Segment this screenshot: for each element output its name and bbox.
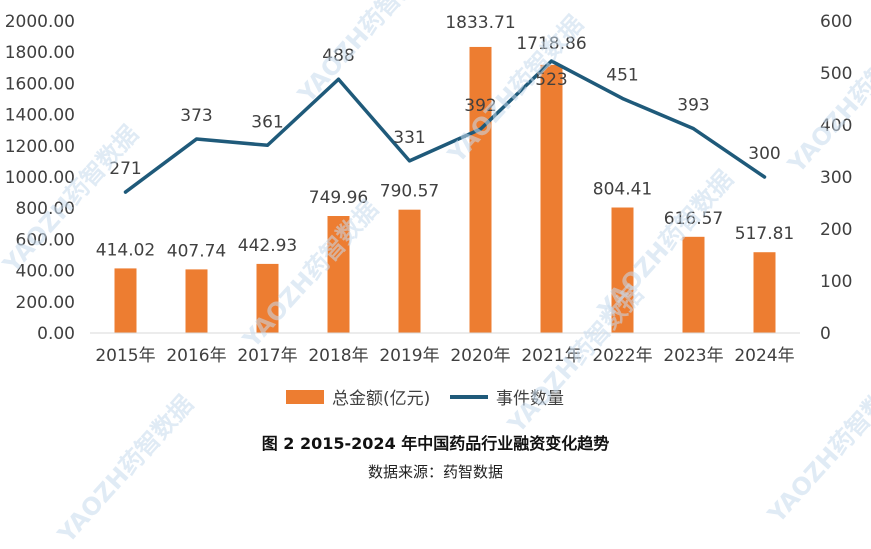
bar-data-label: 442.93 xyxy=(238,236,297,256)
left-y-tick-label: 2000.00 xyxy=(5,12,75,32)
line-point xyxy=(479,127,482,131)
x-tick-label: 2019年 xyxy=(379,346,439,366)
line-point xyxy=(337,77,340,81)
x-tick-label: 2016年 xyxy=(166,346,226,366)
x-tick-label: 2018年 xyxy=(308,346,368,366)
left-y-tick-label: 400.00 xyxy=(16,262,75,282)
legend: 总金额(亿元) 事件数量 xyxy=(286,389,564,409)
right-y-tick-label: 300 xyxy=(820,168,852,188)
bar xyxy=(540,64,563,333)
bar xyxy=(256,263,279,333)
bar-data-label: 1833.71 xyxy=(445,13,515,33)
left-y-tick-label: 800.00 xyxy=(16,199,75,219)
data-source-note: 数据来源：药智数据 xyxy=(367,463,503,481)
left-y-tick-label: 0.00 xyxy=(37,324,75,344)
left-y-tick-label: 200.00 xyxy=(16,293,75,313)
bar-data-label: 407.74 xyxy=(167,241,226,261)
bar xyxy=(185,269,208,333)
left-y-tick-label: 1200.00 xyxy=(5,137,75,157)
combo-chart: 0.00 200.00 400.00 600.00 800.00 1000.00 1200.… xyxy=(5,12,853,409)
bar-data-label: 749.96 xyxy=(309,188,368,208)
bar xyxy=(398,209,421,333)
bar xyxy=(469,46,492,334)
line-point xyxy=(195,137,198,141)
line-point xyxy=(124,190,127,194)
bar-series xyxy=(114,46,776,334)
right-y-tick-label: 400 xyxy=(820,116,852,136)
line-data-label: 331 xyxy=(393,128,425,148)
bar xyxy=(611,207,634,333)
bar xyxy=(327,216,350,333)
right-y-tick-label: 200 xyxy=(820,220,852,240)
line-data-label: 393 xyxy=(677,96,709,116)
x-tick-label: 2024年 xyxy=(734,346,794,366)
right-y-tick-label: 600 xyxy=(820,12,852,32)
right-y-tick-label: 0 xyxy=(820,324,831,344)
line-data-label: 523 xyxy=(535,70,567,90)
right-y-axis: 0 100 200 300 400 500 600 xyxy=(820,12,852,344)
line-point xyxy=(692,127,695,131)
event-count-line xyxy=(123,59,767,194)
bar xyxy=(114,268,137,333)
left-y-tick-label: 1800.00 xyxy=(5,43,75,63)
left-y-tick-label: 1000.00 xyxy=(5,168,75,188)
bar-data-label: 804.41 xyxy=(593,180,652,200)
bar-data-labels: 414.02 407.74 442.93 749.96 790.57 1833.71171… xyxy=(96,13,794,261)
left-y-tick-label: 1600.00 xyxy=(5,74,75,94)
bar-data-label: 517.81 xyxy=(735,224,794,244)
left-y-axis: 0.00 200.00 400.00 600.00 800.00 1000.00 1200.… xyxy=(5,12,75,344)
line-data-label: 373 xyxy=(180,106,212,126)
bar-data-label: 1718.86 xyxy=(516,34,586,54)
line-point xyxy=(763,175,766,179)
x-tick-label: 2023年 xyxy=(663,346,723,366)
figure-caption: 图 2 2015-2024 年中国药品行业融资变化趋势 xyxy=(261,434,610,453)
line-data-labels: 271 373 361 488 331 392 523 451 393 300 xyxy=(109,46,780,179)
left-y-tick-label: 600.00 xyxy=(16,230,75,250)
bar-data-label: 414.02 xyxy=(96,240,155,260)
line-point xyxy=(266,143,269,147)
legend-bar-swatch xyxy=(286,390,324,404)
bar xyxy=(682,236,705,333)
right-y-tick-label: 500 xyxy=(820,64,852,84)
x-tick-label: 2022年 xyxy=(592,346,652,366)
line-data-label: 451 xyxy=(606,65,638,85)
line-point xyxy=(550,59,553,63)
x-tick-label: 2017年 xyxy=(237,346,297,366)
bar xyxy=(753,252,776,333)
line-data-label: 488 xyxy=(322,46,354,66)
legend-line-label: 事件数量 xyxy=(496,389,564,409)
x-tick-label: 2020年 xyxy=(450,346,510,366)
line-data-label: 361 xyxy=(251,112,283,132)
line-data-label: 300 xyxy=(748,144,780,164)
line-point xyxy=(408,159,411,163)
bar-data-label: 616.57 xyxy=(664,209,723,229)
line-data-label: 392 xyxy=(464,96,496,116)
left-y-tick-label: 1400.00 xyxy=(5,106,75,126)
bar-data-label: 790.57 xyxy=(380,182,439,202)
right-y-tick-label: 100 xyxy=(820,272,852,292)
x-tick-label: 2015年 xyxy=(95,346,155,366)
x-axis-ticks: 2015年 2016年 2017年 2018年 2019年 2020年 2021年 2022年… xyxy=(95,346,794,366)
line-data-label: 271 xyxy=(109,159,141,179)
x-tick-label: 2021年 xyxy=(521,346,581,366)
line-point xyxy=(621,96,624,100)
legend-bar-label: 总金额(亿元) xyxy=(332,389,430,409)
line-series xyxy=(123,59,767,194)
